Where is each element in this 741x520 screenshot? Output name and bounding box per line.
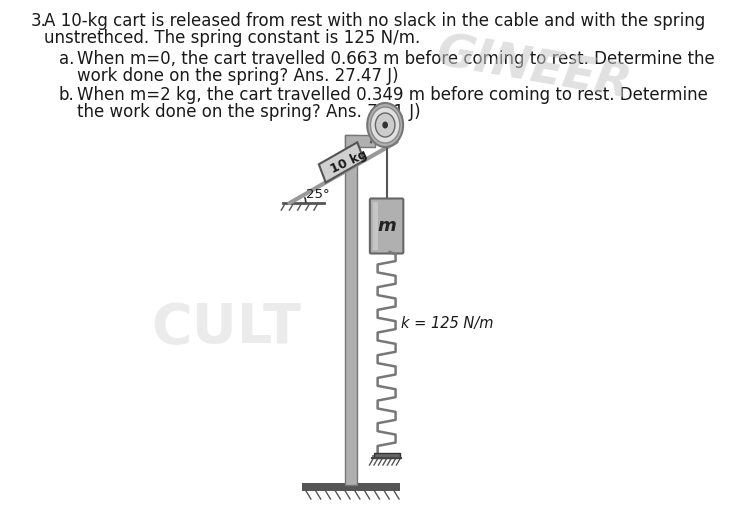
Text: GINEER: GINEER xyxy=(433,30,634,109)
Text: unstrethced. The spring constant is 125 N/m.: unstrethced. The spring constant is 125 … xyxy=(44,29,420,47)
Circle shape xyxy=(376,113,395,137)
Text: a.: a. xyxy=(59,50,74,68)
Text: 3.: 3. xyxy=(31,12,47,30)
Text: CULT: CULT xyxy=(151,301,301,355)
Bar xyxy=(302,483,400,491)
Text: When m=0, the cart travelled 0.663 m before coming to rest. Determine the: When m=0, the cart travelled 0.663 m bef… xyxy=(77,50,714,68)
Text: the work done on the spring? Ans. 7.61 J): the work done on the spring? Ans. 7.61 J… xyxy=(77,103,420,121)
Text: 25°: 25° xyxy=(306,188,330,201)
Circle shape xyxy=(368,103,403,147)
Text: When m=2 kg, the cart travelled 0.349 m before coming to rest. Determine: When m=2 kg, the cart travelled 0.349 m … xyxy=(77,86,708,104)
Text: k = 125 N/m: k = 125 N/m xyxy=(402,316,494,331)
Polygon shape xyxy=(319,142,364,183)
Text: work done on the spring? Ans. 27.47 J): work done on the spring? Ans. 27.47 J) xyxy=(77,67,399,85)
Text: A 10-kg cart is released from rest with no slack in the cable and with the sprin: A 10-kg cart is released from rest with … xyxy=(44,12,705,30)
Text: m: m xyxy=(377,217,396,235)
Bar xyxy=(372,455,402,458)
Circle shape xyxy=(382,122,388,128)
FancyBboxPatch shape xyxy=(370,199,403,254)
Text: b.: b. xyxy=(59,86,75,104)
Bar xyxy=(345,135,376,147)
Bar xyxy=(345,135,356,485)
Bar xyxy=(373,202,378,250)
Text: 10 kg: 10 kg xyxy=(328,147,369,176)
Circle shape xyxy=(370,107,400,143)
Bar xyxy=(373,453,399,458)
